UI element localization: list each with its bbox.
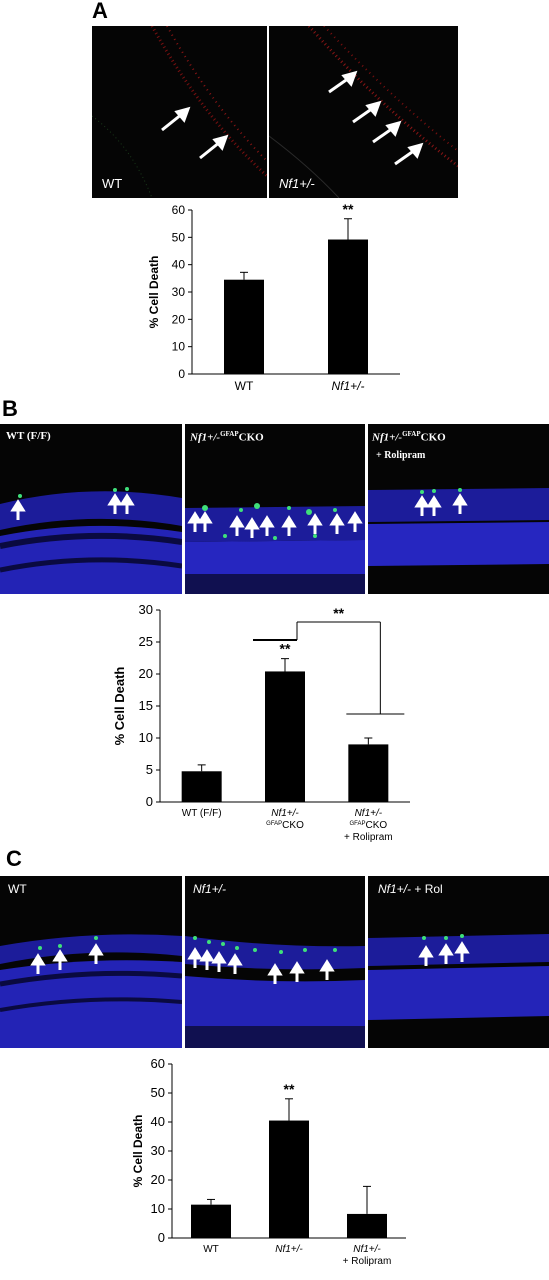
bar (348, 744, 389, 802)
significance-label: ** (284, 1081, 295, 1097)
y-tick-label: 10 (139, 730, 153, 745)
bar (269, 1120, 309, 1238)
y-tick-label: 5 (146, 762, 153, 777)
y-tick-label: 0 (146, 794, 153, 809)
bar (347, 1213, 387, 1238)
bar (191, 1204, 231, 1238)
y-tick-label: 10 (151, 1201, 165, 1216)
y-axis-label: % Cell Death (112, 667, 127, 746)
retina-section-image (0, 934, 182, 1048)
y-tick-label: 30 (151, 1143, 165, 1158)
image-label: Nf1+/-GFAPCKO (190, 430, 264, 444)
micrograph-b-cko-rolipram: Nf1+/-GFAPCKO + Rolipram (368, 424, 549, 594)
arrow-icon (161, 106, 229, 160)
y-tick-label: 25 (139, 634, 153, 649)
panel-letter-a: A (92, 0, 108, 23)
micrograph-a-wt: WT (92, 26, 267, 198)
x-tick-label: Nf1+/- (271, 808, 299, 819)
image-label: Nf1+/- (193, 882, 227, 896)
image-label: WT (8, 882, 27, 896)
y-tick-label: 30 (139, 602, 153, 617)
bar (181, 771, 222, 802)
y-tick-label: 0 (158, 1230, 165, 1245)
image-label: Nf1+/- + Rol (378, 882, 443, 896)
significance-label: ** (343, 202, 354, 217)
y-tick-label: 0 (178, 367, 185, 381)
retina-section-image (92, 26, 267, 198)
retina-section-image (185, 936, 365, 1048)
y-tick-label: 15 (139, 698, 153, 713)
arrow-icon (10, 493, 135, 520)
micrograph-c-nf1: Nf1+/- (185, 876, 365, 1048)
arrow-icon (328, 70, 424, 166)
x-tick-label: WT (203, 1244, 219, 1255)
arrow-icon (418, 941, 470, 966)
y-tick-label: 30 (172, 285, 186, 299)
micrograph-b-wt: WT (F/F) (0, 424, 182, 594)
y-tick-label: 40 (151, 1114, 165, 1129)
retina-section-image (368, 488, 549, 566)
y-axis-label: % Cell Death (131, 1115, 145, 1188)
x-tick-label: GFAPCKO (266, 820, 304, 831)
micrograph-c-wt: WT (0, 876, 182, 1048)
x-tick-label: WT (F/F) (182, 808, 222, 819)
y-tick-label: 20 (172, 312, 186, 326)
image-label: WT (102, 176, 123, 191)
y-tick-label: 60 (172, 203, 186, 217)
x-tick-label: Nf1+/- (353, 1244, 381, 1255)
bar (224, 279, 264, 374)
panel-letter-c: C (6, 846, 22, 871)
y-tick-label: 10 (172, 340, 186, 354)
x-tick-label: + Rolipram (344, 832, 393, 843)
significance-label: ** (280, 641, 291, 657)
retina-section-image (269, 26, 458, 198)
x-tick-label: Nf1+/- (355, 808, 383, 819)
chart-c: 0 10 20 30 40 50 60 % Cell Death WT ** Nf1+/- Nf1+/… (131, 1056, 406, 1267)
bar (265, 671, 305, 802)
image-label: WT (F/F) (6, 430, 51, 442)
arrow-icon (30, 943, 104, 974)
y-tick-label: 20 (151, 1172, 165, 1187)
arrow-icon (187, 511, 363, 538)
y-tick-label: 50 (172, 230, 186, 244)
x-tick-label: WT (235, 379, 254, 392)
y-tick-label: 60 (151, 1056, 165, 1071)
micrograph-b-cko: Nf1+/-GFAPCKO (185, 424, 365, 594)
chart-b: 0 5 10 15 20 25 30 % Cell Death WT (F/F) ** Nf1+/-… (112, 602, 410, 843)
image-label: Nf1+/-GFAPCKO (372, 430, 446, 444)
x-tick-label: Nf1+/- (275, 1244, 303, 1255)
image-label-line2: + Rolipram (376, 450, 426, 461)
y-tick-label: 40 (172, 258, 186, 272)
micrograph-a-nf1: Nf1+/- (269, 26, 458, 198)
bracket-significance-label: ** (333, 605, 344, 621)
arrow-icon (414, 493, 468, 516)
micrograph-c-rol: Nf1+/- + Rol (368, 876, 549, 1048)
x-tick-label: + Rolipram (343, 1256, 392, 1267)
panel-letter-b: B (2, 396, 18, 421)
y-tick-label: 20 (139, 666, 153, 681)
bar (328, 239, 368, 374)
x-tick-label: GFAPCKO (349, 820, 387, 831)
retina-section-image (0, 487, 182, 594)
y-axis-label: % Cell Death (147, 256, 161, 329)
x-tick-label: Nf1+/- (331, 379, 364, 392)
retina-section-image (368, 934, 549, 1020)
arrow-icon (187, 947, 335, 984)
y-tick-label: 50 (151, 1085, 165, 1100)
retina-section-image (185, 503, 365, 594)
chart-a: 0 10 20 30 40 50 60 % Cell Death WT ** Nf1+/- (147, 202, 400, 392)
image-label: Nf1+/- (279, 176, 315, 191)
